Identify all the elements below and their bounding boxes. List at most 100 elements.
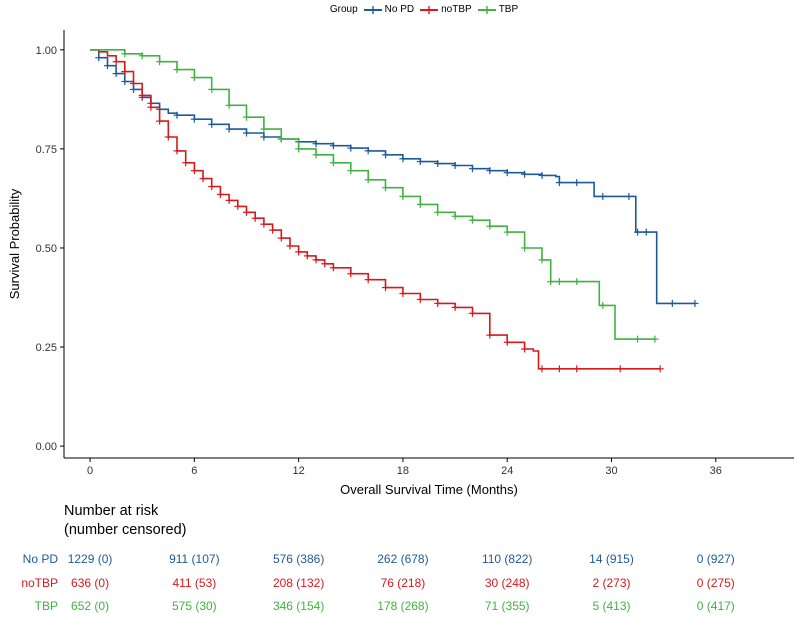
censor-mark [164,133,172,141]
risk-cell: 411 (53) [172,576,217,590]
risk-cell: 71 (355) [484,599,530,613]
censor-mark [616,365,624,373]
risk-cell: 0 (927) [696,552,735,566]
risk-cell: 30 (248) [484,576,530,590]
y-ticks: 0.00 0.25 0.50 0.75 1.00 [36,45,64,453]
censor-mark [295,145,303,153]
censor-mark [199,175,207,183]
x-tick-label: 24 [501,465,513,477]
x-tick-label: 6 [191,465,197,477]
risk-cell: 652 (0) [71,599,110,613]
censor-mark [364,147,372,155]
censor-mark [434,160,442,168]
x-tick-label: 18 [397,465,409,477]
y-tick-label: 0.75 [36,144,57,156]
x-tick-label: 36 [710,465,722,477]
censor-mark [138,91,146,99]
survival-curve-notbp [90,49,661,370]
censor-mark [269,226,277,234]
censor-mark [260,220,268,228]
risk-cell: 110 (822) [481,552,533,566]
censor-mark [538,256,546,264]
risk-cell: 208 (132) [272,576,325,590]
censor-mark [347,167,355,175]
censor-mark [182,159,190,167]
censor-mark [329,159,337,167]
censor-mark [468,165,476,173]
censor-mark [625,192,633,200]
censor-mark [312,256,320,264]
censor-mark [130,80,138,87]
x-axis-label: Overall Survival Time (Months) [340,482,518,497]
censor-mark [573,365,581,373]
legend-item-notbp[interactable]: noTBP [420,4,472,15]
legend-key-no-pd [363,5,382,14]
censor-mark [416,158,424,166]
x-tick-label: 30 [605,465,617,477]
risk-cell: 0 (275) [696,576,735,590]
survival-curve-no-pd [90,49,695,305]
risk-cell: 178 (268) [377,599,429,613]
censor-mark [691,299,699,307]
censor-mark [399,290,407,298]
censor-mark [451,162,459,170]
censor-mark [216,190,224,198]
censor-mark [303,252,311,260]
censor-mark [121,50,129,58]
censor-mark [486,331,494,339]
legend-item-tbp[interactable]: TBP [477,4,519,15]
legend-label-no-pd: No PD [384,4,415,15]
legend-title: Group [329,4,358,15]
censor-mark [138,52,146,60]
censor-mark [243,129,250,137]
censor-mark [656,365,664,373]
censor-mark [434,208,442,216]
y-tick-label: 0.00 [36,441,57,453]
y-axis-label: Survival Probability [7,188,22,299]
censor-mark [634,228,642,236]
censor-mark [521,345,529,353]
x-ticks: 0 6 12 18 24 30 36 [87,458,722,477]
censor-mark [156,117,164,125]
censor-mark [95,54,103,62]
censor-mark [347,270,355,278]
risk-row-label: TBP [34,599,58,613]
censor-mark [225,125,233,133]
censor-mark [503,338,511,346]
censor-mark [416,295,424,303]
risk-cell: 636 (0) [71,576,110,590]
censor-mark [190,115,198,123]
survival-curve-tbp [90,49,655,340]
censor-mark [329,142,337,150]
censor-mark [642,228,650,236]
legend: Group No PD noTBP TBP [0,4,800,15]
y-tick-label: 0.50 [36,243,57,255]
censor-mark [503,228,511,236]
censor-mark [277,135,285,143]
censor-mark [364,276,372,284]
censor-mark [486,222,494,230]
legend-key-tbp [477,5,496,14]
censor-mark [173,111,181,119]
censor-mark [634,335,642,343]
risk-cell: 575 (30) [171,599,217,613]
censor-mark [347,144,355,152]
censor-mark [599,192,607,200]
risk-table-title-line2: (number censored) [64,522,187,538]
censor-mark [208,120,216,128]
censor-mark [121,68,129,76]
risk-cell: 911 (107) [169,552,220,566]
legend-label-tbp: TBP [498,4,519,15]
censor-mark [312,140,320,148]
censor-mark [130,85,138,93]
legend-item-no-pd[interactable]: No PD [363,4,415,15]
censor-mark [521,244,529,252]
censor-mark [112,70,120,78]
series-no-pd [90,49,699,307]
censor-mark [651,335,659,343]
risk-cell: 5 (413) [592,599,631,613]
censor-mark [251,214,259,222]
censor-mark [286,242,294,250]
censor-mark [668,299,676,307]
